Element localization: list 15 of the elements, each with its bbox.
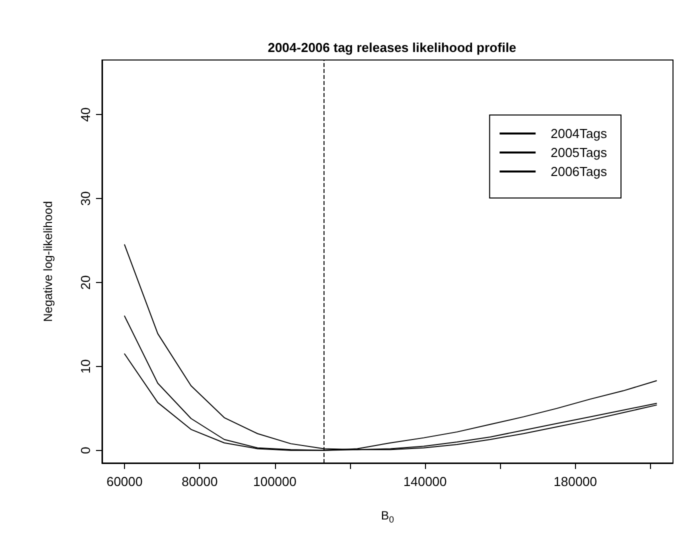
legend-label: 2005Tags	[550, 145, 608, 160]
legend-label: 2004Tags	[550, 126, 608, 141]
y-axis-title: Negative log-likelihood	[41, 201, 55, 322]
chart-title: 2004-2006 tag releases likelihood profile	[268, 40, 516, 55]
y-tick-label: 10	[78, 359, 93, 374]
x-tick-label: 180000	[554, 474, 598, 489]
y-tick-label: 0	[78, 446, 93, 454]
x-tick-label: 60000	[106, 474, 143, 489]
x-tick-label: 100000	[253, 474, 296, 489]
legend-label: 2006Tags	[550, 164, 608, 179]
x-tick-label: 140000	[403, 474, 447, 489]
y-tick-label: 20	[78, 275, 93, 290]
y-tick-label: 30	[78, 191, 93, 206]
y-tick-label: 40	[78, 107, 93, 122]
x-tick-label: 80000	[182, 474, 218, 489]
